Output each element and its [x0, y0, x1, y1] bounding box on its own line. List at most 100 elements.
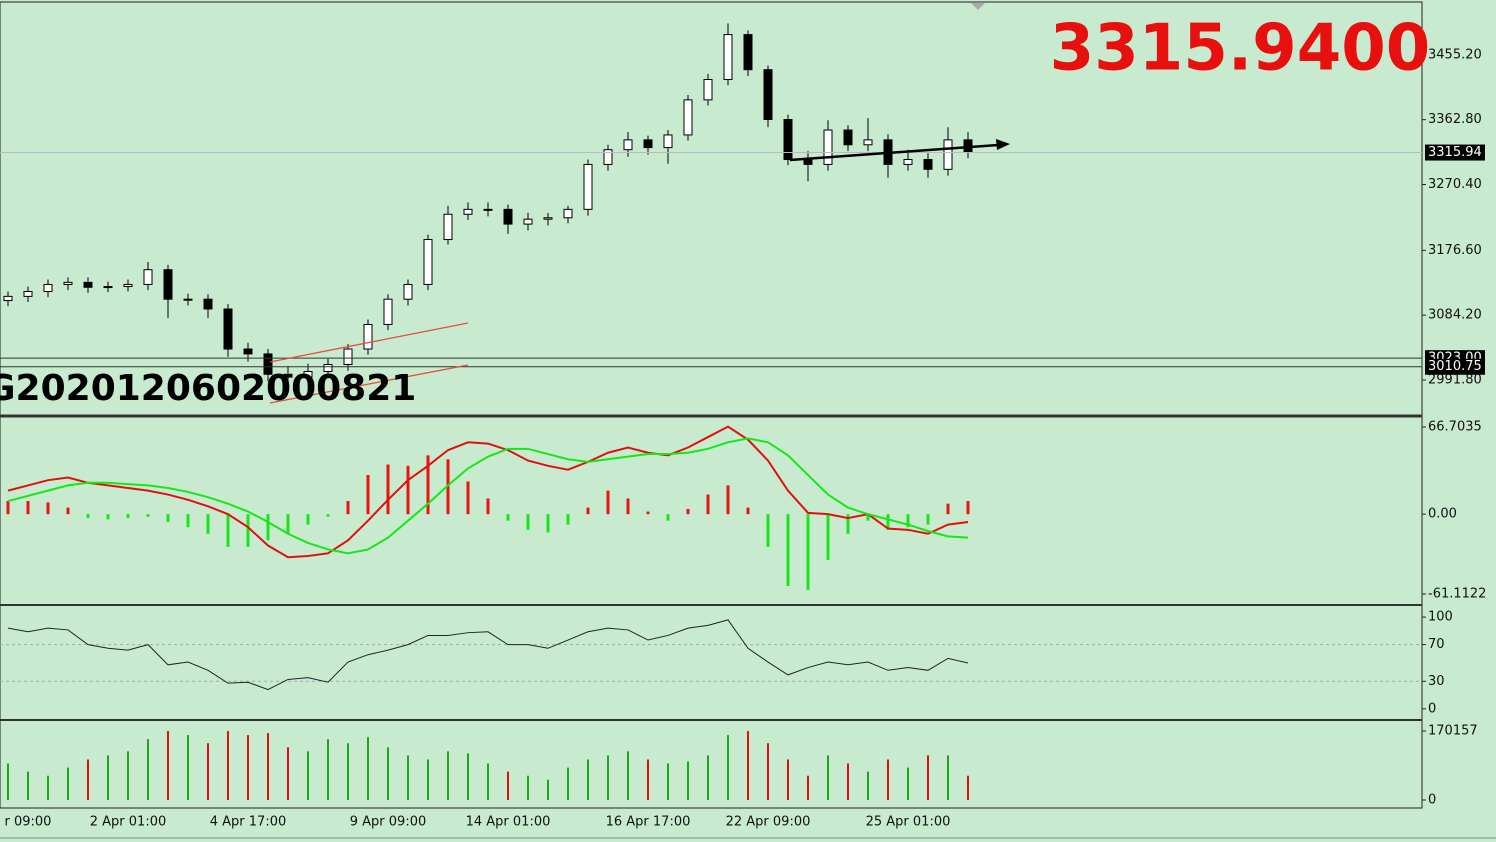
candle-body — [803, 159, 813, 165]
candle-body — [63, 281, 73, 285]
channel-line — [269, 364, 469, 404]
y-tick-label: 3455.20 — [1428, 47, 1482, 62]
macd-bar — [606, 490, 610, 515]
candle-body — [723, 34, 733, 81]
volume-bar — [427, 759, 429, 801]
volume-bar — [327, 739, 329, 801]
macd-bar — [886, 514, 890, 530]
volume-bar — [907, 767, 909, 801]
candle-body — [563, 208, 573, 219]
volume-bar — [967, 775, 969, 801]
candle-body — [863, 139, 873, 146]
macd-bar — [146, 514, 150, 517]
candle-body — [363, 323, 373, 350]
level-box — [1425, 358, 1485, 375]
volume-bar — [687, 761, 689, 801]
candle-body — [503, 208, 513, 225]
y-tick-label: 70 — [1428, 637, 1445, 652]
volume-bar — [407, 755, 409, 801]
candle-body — [223, 308, 233, 350]
y-tick-label: 0 — [1428, 793, 1436, 808]
arrow-head — [996, 139, 1010, 150]
volume-bar — [287, 747, 289, 801]
macd-bar — [826, 514, 830, 560]
candle-body — [3, 295, 13, 302]
macd-line — [7, 425, 969, 559]
y-tick-label: 30 — [1428, 674, 1445, 689]
macd-bar — [226, 514, 230, 547]
macd-bar — [786, 514, 790, 587]
candle-body — [463, 208, 473, 215]
volume-bar — [367, 737, 369, 801]
candle-body — [143, 269, 153, 285]
y-tick-label: 100 — [1428, 610, 1453, 625]
macd-bar — [386, 464, 390, 515]
candle-body — [603, 149, 613, 165]
x-tick-label: 9 Apr 09:00 — [350, 815, 427, 830]
candle-body — [443, 213, 453, 241]
macd-bar — [26, 501, 30, 515]
candle-body — [783, 119, 793, 161]
macd-bar — [86, 514, 90, 519]
candle-body — [743, 34, 753, 71]
candle-body — [843, 129, 853, 146]
candle-body — [763, 69, 773, 121]
macd-bar — [726, 485, 730, 515]
x-tick-label: 25 Apr 01:00 — [866, 815, 951, 830]
candle-body — [663, 134, 673, 149]
volume-bar — [227, 731, 229, 801]
volume-bar — [627, 751, 629, 801]
candle-body — [403, 283, 413, 300]
volume-bar — [767, 743, 769, 801]
volume-bar — [387, 747, 389, 801]
trend-arrow — [789, 143, 999, 162]
macd-bar — [486, 498, 490, 515]
candle-body — [83, 281, 93, 288]
volume-bar — [127, 751, 129, 801]
volume-bar — [707, 755, 709, 801]
macd-bar — [246, 514, 250, 547]
y-tick-label: 0 — [1428, 701, 1436, 716]
macd-bar — [806, 514, 810, 590]
macd-bar — [546, 514, 550, 533]
volume-bar — [667, 763, 669, 801]
macd-bar — [506, 514, 510, 521]
macd-bar — [906, 514, 910, 528]
plot-frame — [0, 1, 1423, 809]
volume-bar — [507, 771, 509, 801]
volume-bar — [167, 731, 169, 801]
macd-bar — [6, 501, 10, 515]
price-display: 3315.9400 — [1050, 12, 1431, 86]
candle-body — [123, 283, 133, 288]
candle-body — [163, 269, 173, 300]
y-tick-label: 66.7035 — [1428, 420, 1482, 435]
x-tick-label: 22 Apr 09:00 — [726, 815, 811, 830]
volume-bar — [647, 759, 649, 801]
watermark: G2020120602000821 — [0, 368, 416, 409]
candle-body — [543, 217, 553, 220]
candle-body — [823, 129, 833, 165]
macd-bar — [686, 508, 690, 515]
macd-bar — [526, 514, 530, 530]
candle-body — [643, 139, 653, 149]
volume-bar — [727, 735, 729, 801]
volume-bar — [547, 779, 549, 801]
volume-bar — [947, 755, 949, 801]
volume-bar — [47, 775, 49, 801]
macd-bar — [466, 481, 470, 515]
volume-bar — [567, 767, 569, 801]
candle-body — [383, 298, 393, 325]
x-tick-label: 4 Apr 17:00 — [210, 815, 287, 830]
macd-bar — [166, 514, 170, 522]
volume-bar — [187, 735, 189, 801]
volume-bar — [247, 735, 249, 801]
macd-bar — [866, 514, 870, 521]
y-tick-label: 3270.40 — [1428, 177, 1482, 192]
y-tick-label: 3084.20 — [1428, 308, 1482, 323]
volume-bar — [67, 767, 69, 801]
y-tick-label: 0.00 — [1428, 507, 1457, 522]
volume-bar — [607, 755, 609, 801]
macd-bar — [326, 514, 330, 517]
